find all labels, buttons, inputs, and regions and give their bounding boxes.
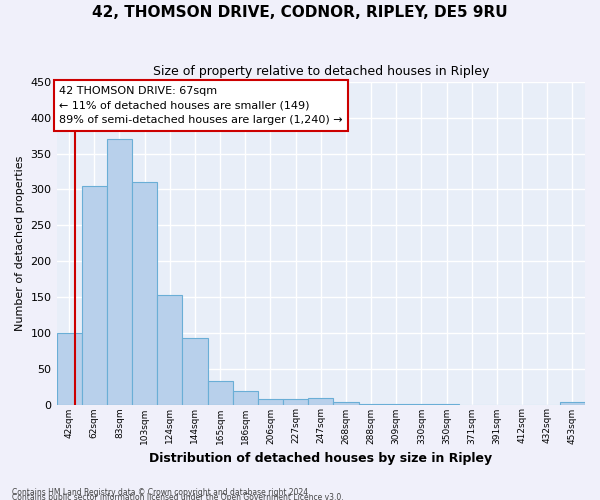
Bar: [560, 402, 585, 404]
Text: Contains public sector information licensed under the Open Government Licence v3: Contains public sector information licen…: [12, 492, 344, 500]
Y-axis label: Number of detached properties: Number of detached properties: [15, 156, 25, 331]
Bar: [334, 402, 359, 404]
Bar: [182, 338, 208, 404]
Bar: [56, 333, 82, 404]
Bar: [157, 295, 182, 405]
X-axis label: Distribution of detached houses by size in Ripley: Distribution of detached houses by size …: [149, 452, 493, 465]
Text: 42 THOMSON DRIVE: 67sqm
← 11% of detached houses are smaller (149)
89% of semi-d: 42 THOMSON DRIVE: 67sqm ← 11% of detache…: [59, 86, 343, 125]
Bar: [82, 186, 107, 404]
Bar: [208, 381, 233, 404]
Bar: [283, 399, 308, 404]
Text: Contains HM Land Registry data © Crown copyright and database right 2024.: Contains HM Land Registry data © Crown c…: [12, 488, 311, 497]
Bar: [107, 140, 132, 404]
Title: Size of property relative to detached houses in Ripley: Size of property relative to detached ho…: [152, 65, 489, 78]
Bar: [233, 391, 258, 404]
Text: 42, THOMSON DRIVE, CODNOR, RIPLEY, DE5 9RU: 42, THOMSON DRIVE, CODNOR, RIPLEY, DE5 9…: [92, 5, 508, 20]
Bar: [308, 398, 334, 404]
Bar: [132, 182, 157, 404]
Bar: [258, 399, 283, 404]
